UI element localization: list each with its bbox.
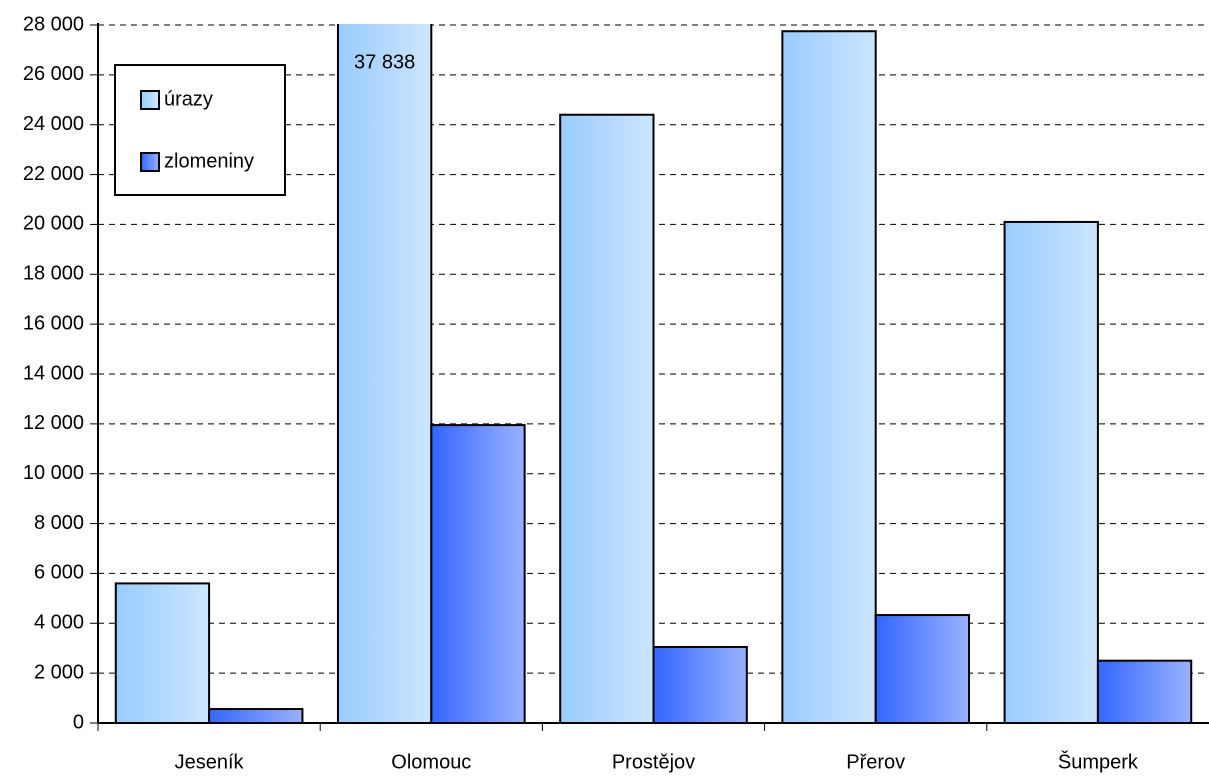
y-tick-label: 16 000 bbox=[23, 312, 84, 334]
legend-box bbox=[114, 64, 286, 196]
legend-swatch bbox=[140, 90, 160, 110]
y-tick-label: 18 000 bbox=[23, 263, 84, 285]
y-tick-label: 24 000 bbox=[23, 113, 84, 135]
x-tick-label: Jeseník bbox=[175, 751, 245, 773]
y-tick-label: 6 000 bbox=[34, 562, 84, 584]
y-tick-label: 12 000 bbox=[23, 412, 84, 434]
bar bbox=[430, 424, 526, 724]
bar bbox=[336, 24, 433, 724]
bar bbox=[874, 614, 971, 724]
y-tick-label: 0 bbox=[73, 711, 84, 733]
legend-label: úrazy bbox=[164, 88, 213, 110]
y-tick-label: 28 000 bbox=[23, 13, 84, 35]
y-tick-label: 10 000 bbox=[23, 462, 84, 484]
y-tick-label: 26 000 bbox=[23, 63, 84, 85]
y-tick-label: 20 000 bbox=[23, 213, 84, 235]
bar bbox=[559, 113, 655, 724]
bar bbox=[652, 645, 748, 724]
y-tick-label: 14 000 bbox=[23, 362, 84, 384]
bar bbox=[1096, 659, 1193, 724]
bar bbox=[114, 582, 211, 724]
y-tick-label: 22 000 bbox=[23, 163, 84, 185]
bar bbox=[1003, 220, 1099, 724]
y-tick-label: 4 000 bbox=[34, 612, 84, 634]
legend-label: zlomeniny bbox=[164, 150, 254, 172]
x-tick-label: Přerov bbox=[846, 751, 905, 773]
bar bbox=[781, 30, 877, 724]
legend-swatch bbox=[140, 152, 160, 172]
bar bbox=[208, 708, 304, 724]
x-tick-label: Šumperk bbox=[1058, 750, 1139, 773]
value-label: 37 838 bbox=[354, 51, 415, 73]
x-tick-label: Olomouc bbox=[391, 751, 471, 773]
y-tick-label: 8 000 bbox=[34, 512, 84, 534]
x-tick-label: Prostějov bbox=[612, 751, 695, 773]
y-tick-label: 2 000 bbox=[34, 661, 84, 683]
